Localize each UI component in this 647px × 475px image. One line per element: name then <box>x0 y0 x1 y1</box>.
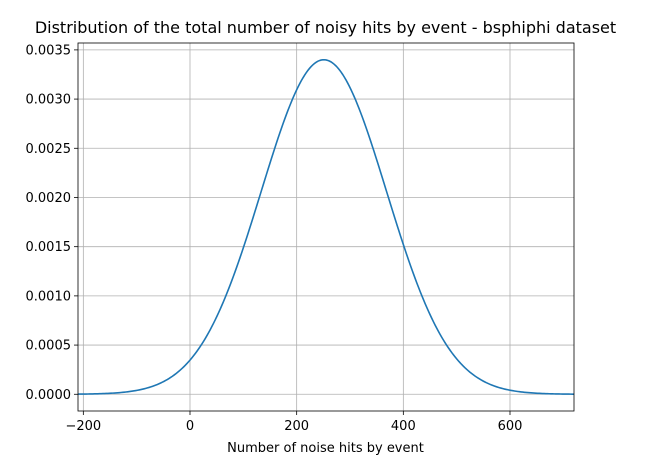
y-tick-label: 0.0030 <box>26 93 72 108</box>
y-tick-label: 0.0025 <box>26 142 72 157</box>
x-tick-label: 600 <box>498 419 523 434</box>
y-tick-label: 0.0035 <box>26 43 72 58</box>
x-axis-label: Number of noise hits by event <box>227 441 424 456</box>
x-axis: −200 0 200 400 600 <box>65 411 522 434</box>
y-tick-label: 0.0015 <box>26 240 72 255</box>
x-tick-label: 200 <box>284 419 309 434</box>
y-tick-label: 0.0000 <box>26 388 72 403</box>
x-tick-label: −200 <box>65 419 101 434</box>
y-tick-label: 0.0010 <box>26 289 72 304</box>
y-tick-label: 0.0005 <box>26 339 72 354</box>
plot-frame <box>77 42 575 412</box>
chart-title: Distribution of the total number of nois… <box>35 18 616 37</box>
series-line <box>77 58 575 395</box>
x-tick-label: 0 <box>186 419 194 434</box>
y-tick-label: 0.0020 <box>26 191 72 206</box>
y-axis: 0.0000 0.0005 0.0010 0.0015 0.0020 0.0025 0.00… <box>26 43 78 403</box>
plot-area <box>77 58 575 395</box>
x-tick-label: 400 <box>391 419 416 434</box>
grid <box>78 43 574 411</box>
